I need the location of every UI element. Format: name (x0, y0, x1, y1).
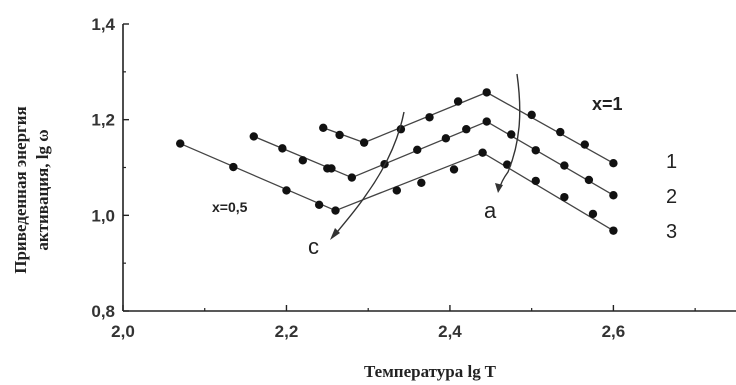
data-point-series-3 (532, 177, 540, 185)
data-point-series-2 (462, 125, 470, 133)
data-point-series-3 (229, 163, 237, 171)
data-point-series-2 (442, 134, 450, 142)
axes (123, 24, 736, 311)
data-point-series-1 (556, 128, 564, 136)
data-point-series-3 (450, 165, 458, 173)
data-point-series-2 (483, 117, 491, 125)
data-point-series-3 (315, 201, 323, 209)
data-point-series-2 (278, 144, 286, 152)
annotation-x05: x=0,5 (212, 199, 248, 215)
data-point-series-3 (589, 210, 597, 218)
annotation-x1: x=1 (592, 94, 623, 114)
ticks: 2,0 2,2 2,4 2,6 0,8 1,0 1,2 1,4 (91, 15, 695, 341)
x-tick-label: 2,0 (111, 322, 135, 341)
data-point-series-1 (319, 124, 327, 132)
data-point-series-1 (425, 113, 433, 121)
x-tick-label: 2,2 (275, 322, 299, 341)
data-point-series-2 (560, 161, 568, 169)
data-point-series-3 (393, 186, 401, 194)
data-point-series-1 (360, 138, 368, 146)
data-point-series-2 (609, 191, 617, 199)
y-tick-label: 1,4 (91, 15, 115, 34)
data-point-series-1 (454, 97, 462, 105)
x-tick-label: 2,6 (602, 322, 626, 341)
data-point-series-2 (348, 173, 356, 181)
data-point-series-2 (532, 146, 540, 154)
data-point-series-3 (560, 193, 568, 201)
data-point-series-3 (417, 179, 425, 187)
data-point-series-1 (483, 88, 491, 96)
data-point-series-2 (250, 132, 258, 140)
data-point-series-1 (335, 131, 343, 139)
x-tick-label: 2,4 (438, 322, 462, 341)
y-axis-title: Приведенная энергия активация, lg ω (11, 106, 52, 274)
data-point-series-2 (327, 164, 335, 172)
y-tick-label: 1,0 (91, 206, 115, 225)
data-point-series-2 (413, 146, 421, 154)
data-point-series-3 (331, 206, 339, 214)
y-axis-title-line1: Приведенная энергия (11, 106, 30, 274)
data-point-series-3 (609, 226, 617, 234)
data-point-series-1 (609, 159, 617, 167)
series-label-3: 3 (666, 221, 677, 243)
data-point-series-3 (282, 186, 290, 194)
series-label-2: 2 (666, 186, 677, 208)
data-point-series-1 (581, 140, 589, 148)
x-axis-title: Температура lg T (364, 362, 497, 381)
annotation-a: a (484, 198, 497, 223)
series-label-1: 1 (666, 151, 677, 173)
data-point-series-3 (478, 148, 486, 156)
y-axis-title-line2: активация, lg ω (33, 129, 52, 250)
data-point-series-2 (585, 176, 593, 184)
y-tick-label: 0,8 (91, 302, 115, 321)
annotation-c: c (308, 234, 319, 259)
curve-a-arrowhead (495, 183, 503, 193)
data-point-series-2 (299, 156, 307, 164)
data-point-series-1 (527, 111, 535, 119)
y-tick-label: 1,2 (91, 111, 115, 130)
data-point-series-2 (507, 130, 515, 138)
data-point-series-3 (176, 139, 184, 147)
